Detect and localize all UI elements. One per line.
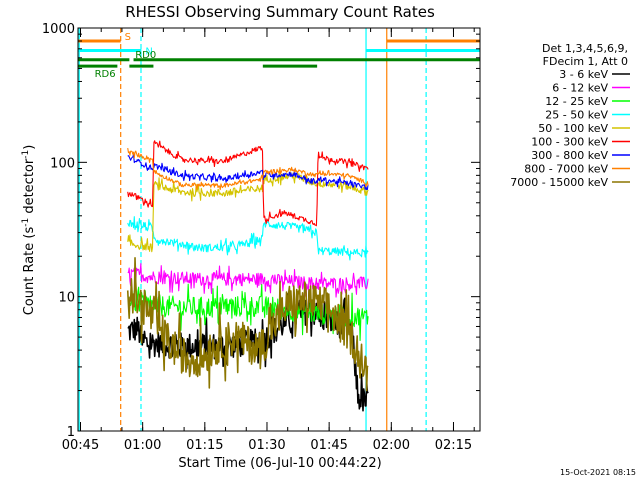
y-tick-label: 1 [67, 425, 75, 440]
legend-entry-label: 300 - 800 keV [531, 149, 608, 162]
legend-entry-label: 12 - 25 keV [545, 95, 608, 108]
x-axis-label: Start Time (06-Jul-10 00:44:22) [178, 456, 381, 471]
x-tick-label: 02:15 [435, 438, 472, 453]
x-tick-label: 01:00 [124, 438, 161, 453]
x-tick-label: 02:00 [373, 438, 410, 453]
chart-title: RHESSI Observing Summary Count Rates [125, 3, 435, 21]
plot-frame [77, 27, 481, 432]
y-tick-label: 10 [58, 291, 75, 306]
y-axis-label-part: ) [22, 145, 37, 150]
y-tick-label: 100 [50, 156, 75, 171]
legend-entry-label: 6 - 12 keV [552, 82, 608, 95]
legend-entry-label: 800 - 7000 keV [524, 163, 608, 176]
y-axis-label: Count Rate (s-1 detector-1) [21, 145, 37, 316]
series-line [126, 257, 369, 392]
series-line [127, 169, 369, 253]
x-tick-label: 01:30 [248, 438, 285, 453]
legend-entry-label: 25 - 50 keV [545, 109, 608, 122]
series-line [127, 216, 369, 261]
series-line [127, 263, 369, 298]
render-timestamp: 15-Oct-2021 08:15 [560, 468, 636, 477]
series-line [127, 147, 369, 191]
legend-header: FDecim 1, Att 0 [543, 55, 628, 68]
flag-label: N [145, 46, 152, 57]
y-axis-label-sup: -1 [21, 150, 31, 159]
flag-label: S [125, 32, 131, 43]
y-axis-label-part: Count Rate (s [22, 227, 37, 316]
x-tick-label: 01:15 [186, 438, 223, 453]
y-tick-label: 1000 [42, 22, 75, 37]
flag-label: RD6 [95, 69, 116, 80]
legend-entry-label: 3 - 6 keV [559, 68, 608, 81]
x-tick-label: 00:45 [62, 438, 99, 453]
legend-entry-label: 7000 - 15000 keV [510, 176, 608, 189]
legend-entry-label: 100 - 300 keV [531, 136, 608, 149]
axes: 1 10 100 1000 00:45 01:00 01:15 01:30 01:45 02:00… [42, 22, 480, 453]
series-line [127, 140, 369, 227]
y-axis-label-part: detector [22, 158, 37, 218]
legend-entry-label: 50 - 100 keV [538, 122, 608, 135]
x-tick-label: 01:45 [310, 438, 347, 453]
flag-label: RD0 [135, 50, 156, 61]
legend-header: Det 1,3,4,5,6,9, [542, 42, 628, 55]
series-line [127, 153, 369, 191]
legend: Det 1,3,4,5,6,9,FDecim 1, Att 03 - 6 keV… [510, 42, 630, 189]
y-axis-label-sup: -1 [21, 218, 31, 227]
